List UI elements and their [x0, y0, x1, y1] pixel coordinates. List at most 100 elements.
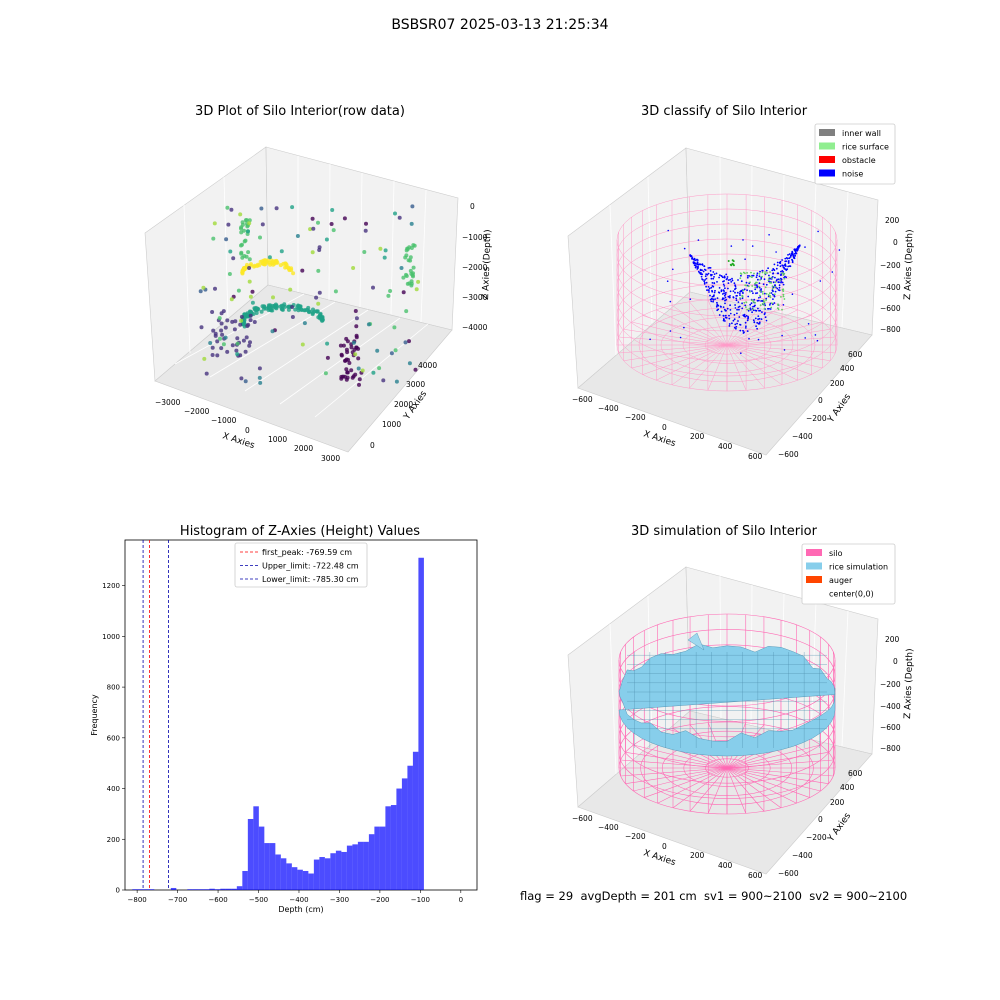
histogram-x-tick-label: −600 [208, 896, 227, 904]
raw-ytick-2: 1000 [382, 420, 401, 429]
noise-point [709, 294, 711, 297]
raw-scatter-point [243, 379, 248, 384]
silo-floor-spoke [726, 304, 783, 346]
noise-point [731, 279, 734, 282]
noise-point [795, 248, 798, 251]
rice-surface-point [783, 298, 786, 300]
raw-scatter-point [239, 314, 244, 319]
legend-label: silo [829, 549, 843, 558]
noise-point [735, 325, 738, 328]
sim-ytick-1: −600 [778, 869, 799, 878]
noise-point [759, 270, 761, 273]
noise-point [744, 304, 747, 307]
histogram-bar [407, 765, 413, 890]
noise-point [683, 326, 685, 329]
classify-z-axis-label: Z Axies (Depth) [903, 229, 915, 300]
raw-scatter-point [268, 262, 273, 267]
noise-point [718, 314, 721, 316]
raw-scatter-point [325, 341, 330, 346]
histogram-bar [214, 889, 221, 890]
simulation-silo-wireframe [618, 613, 836, 815]
rice-surface-point [761, 302, 764, 305]
simulation-plot-title: 3D simulation of Silo Interior [631, 524, 817, 539]
noise-point [738, 305, 741, 308]
raw-scatter-point [239, 318, 244, 323]
noise-point [721, 293, 724, 295]
noise-point [777, 278, 780, 281]
noise-point [722, 315, 725, 317]
histogram-bar [319, 857, 325, 890]
noise-point [804, 337, 806, 339]
noise-point [757, 315, 760, 317]
rice-surface-point [727, 260, 730, 262]
sim-xtick-1: −600 [572, 814, 593, 823]
silo-floor-spoke [726, 344, 836, 354]
noise-point [772, 281, 775, 284]
raw-ztick-3: −2000 [462, 263, 488, 272]
silo-floor-spoke [726, 759, 834, 769]
noise-point [729, 278, 732, 281]
rice-surface-point [742, 271, 745, 274]
noise-point [780, 280, 783, 282]
raw-scatter-point [401, 275, 406, 280]
raw-scatter-point [239, 225, 244, 230]
raw-scatter-point [298, 304, 303, 309]
raw-scatter-point [363, 228, 368, 233]
sim-ytick-5: 200 [830, 798, 845, 807]
rice-surface-point [763, 304, 765, 306]
noise-point [763, 278, 766, 281]
raw-scatter-point [221, 342, 226, 347]
noise-point [758, 309, 760, 312]
silo-floor-spoke [726, 309, 798, 346]
raw-scatter-point [409, 281, 414, 286]
raw-scatter-point [235, 336, 240, 341]
raw-scatter-point [338, 343, 343, 348]
noise-point [710, 286, 713, 289]
noise-point [757, 338, 760, 341]
raw-scatter-point [349, 368, 354, 373]
noise-point [793, 257, 796, 260]
noise-point [705, 273, 707, 275]
raw-scatter-point [243, 218, 248, 223]
raw-scatter-point [364, 221, 368, 226]
legend-swatch [819, 129, 835, 136]
noise-point [794, 251, 797, 254]
noise-point [735, 297, 738, 300]
raw-xtick-5: 1000 [268, 435, 287, 444]
histogram-x-tick-label: −700 [168, 896, 187, 904]
histogram-bar [385, 806, 391, 890]
raw-scatter-point [330, 208, 335, 212]
simulation-3d-plot: −600 −400 −200 0 200 400 600 −600 −400 −… [567, 543, 915, 880]
noise-point [669, 300, 672, 303]
noise-point [724, 293, 727, 296]
rice-surface-point [782, 293, 785, 296]
sim-ztick-3: −200 [880, 680, 901, 689]
noise-point [747, 315, 749, 318]
noise-point [710, 297, 713, 300]
noise-point [734, 323, 737, 326]
noise-point [724, 320, 726, 322]
noise-point [744, 315, 747, 318]
noise-point [776, 261, 779, 264]
raw-scatter-point [248, 313, 253, 318]
raw-scatter-point [240, 255, 245, 260]
raw-scatter-point [238, 353, 243, 358]
raw-scatter-point [243, 238, 248, 243]
noise-point [723, 276, 726, 279]
classify-ytick-7: 600 [848, 350, 863, 359]
raw-scatter-point [247, 279, 252, 284]
classify-xtick-1: −600 [572, 395, 593, 404]
raw-scatter-point [392, 325, 397, 330]
raw-scatter-point [215, 339, 220, 344]
noise-point [796, 246, 799, 249]
noise-point [774, 276, 776, 279]
raw-scatter-point [300, 342, 305, 347]
rice-surface-point [744, 284, 747, 287]
noise-point [755, 276, 758, 279]
histogram-bar [209, 888, 215, 890]
rice-surface-point [755, 281, 757, 284]
noise-point [724, 314, 727, 317]
raw-scatter-point [227, 272, 232, 276]
noise-point [782, 283, 785, 286]
raw-scatter-point [291, 271, 296, 276]
